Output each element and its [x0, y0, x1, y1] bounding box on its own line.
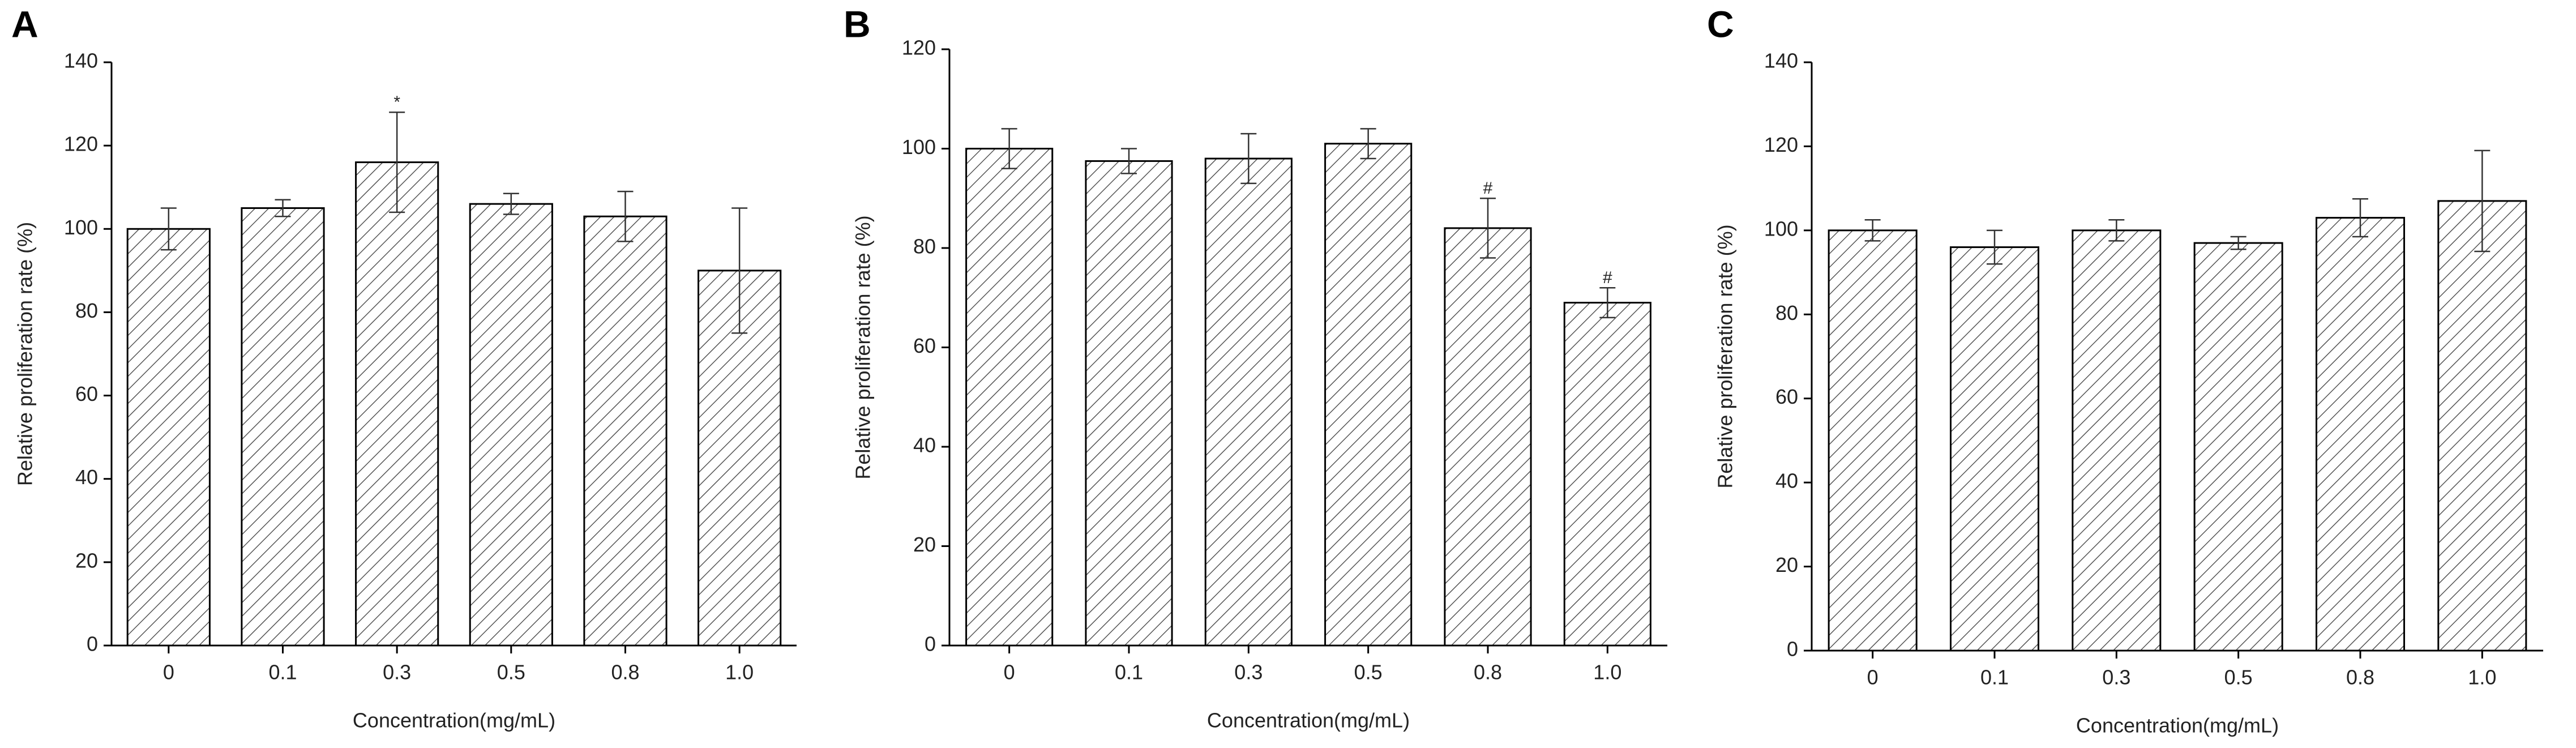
- x-tick-label: 0.5: [2224, 666, 2253, 689]
- error-bar: [389, 112, 405, 213]
- y-tick-label: 100: [64, 216, 98, 239]
- x-tick-label: 0.5: [1354, 661, 1383, 684]
- x-tick-label: 0.8: [2346, 666, 2374, 689]
- y-tick-label: 140: [64, 49, 98, 72]
- error-bar: [1864, 219, 1881, 242]
- y-tick-label: 80: [1775, 301, 1798, 324]
- bar: [126, 228, 211, 647]
- error-bar: [731, 207, 748, 334]
- y-tick-label: 40: [1775, 469, 1798, 493]
- bar: [1204, 157, 1293, 647]
- bar: [1563, 302, 1651, 647]
- y-tick-label: 80: [75, 299, 98, 322]
- bar: [2072, 229, 2162, 652]
- x-axis-label: Concentration(mg/mL): [1207, 709, 1410, 732]
- x-tick-label: 1.0: [2468, 666, 2496, 689]
- x-axis-label: Concentration(mg/mL): [353, 709, 555, 732]
- x-tick-label: 0.1: [1115, 661, 1143, 684]
- bar: [1324, 143, 1413, 647]
- bar: [1828, 229, 1918, 652]
- y-tick-label: 80: [913, 235, 936, 258]
- error-bar: [1240, 132, 1257, 185]
- y-tick-label: 120: [902, 36, 936, 59]
- x-tick-label: 0: [163, 661, 174, 684]
- significance-marker: #: [1603, 268, 1612, 287]
- x-tick-label: 0.3: [1234, 661, 1263, 684]
- bar: [965, 148, 1054, 647]
- panel-label: C: [1707, 3, 1734, 45]
- error-bar: [1599, 287, 1616, 319]
- error-bar: [1360, 128, 1376, 160]
- y-tick-label: 140: [1764, 49, 1798, 72]
- error-bar: [2108, 219, 2125, 242]
- bar: [1949, 246, 2040, 652]
- y-axis-label: Relative proliferation rate (%): [1714, 224, 1737, 488]
- y-tick-label: 120: [1764, 133, 1798, 156]
- x-tick-label: 1.0: [725, 661, 754, 684]
- significance-marker: #: [1483, 179, 1493, 198]
- x-tick-label: 0.8: [1474, 661, 1502, 684]
- bar: [2193, 242, 2283, 652]
- y-tick-label: 20: [913, 533, 936, 556]
- x-tick-label: 0.3: [2102, 666, 2130, 689]
- x-tick-label: 0.5: [497, 661, 525, 684]
- error-bar: [1001, 128, 1017, 169]
- y-tick-label: 60: [1775, 385, 1798, 408]
- error-bar: [503, 193, 519, 215]
- panel-label: B: [844, 3, 871, 45]
- error-bar: [160, 207, 177, 251]
- bar: [2437, 200, 2527, 652]
- bar: [583, 215, 667, 647]
- y-tick-label: 40: [913, 434, 936, 457]
- error-bar: [275, 199, 291, 217]
- x-tick-label: 0: [1004, 661, 1015, 684]
- error-bar: [2230, 236, 2246, 250]
- error-bar: [617, 190, 634, 242]
- bar: [241, 207, 325, 647]
- bar: [355, 161, 439, 647]
- y-tick-label: 60: [75, 382, 98, 405]
- y-tick-label: 120: [64, 132, 98, 156]
- error-bar: [1121, 148, 1137, 174]
- y-tick-label: 100: [902, 135, 936, 159]
- bar: [469, 203, 553, 647]
- y-tick-label: 60: [913, 334, 936, 357]
- bar: [1444, 227, 1532, 647]
- error-bar: [1987, 229, 2002, 265]
- bar: [2315, 217, 2406, 652]
- x-tick-label: 0.8: [611, 661, 639, 684]
- significance-marker: *: [393, 93, 400, 112]
- panel-label: A: [11, 3, 38, 45]
- y-axis-label: Relative proliferation rate (%): [851, 215, 875, 479]
- x-tick-label: 0.3: [383, 661, 411, 684]
- y-tick-label: 0: [1787, 638, 1798, 661]
- x-axis-label: Concentration(mg/mL): [2076, 714, 2279, 737]
- y-tick-label: 0: [925, 632, 936, 656]
- x-tick-label: 0: [1867, 666, 1878, 689]
- error-bar: [2352, 198, 2368, 238]
- x-tick-label: 0.1: [1980, 666, 2009, 689]
- bar: [1085, 160, 1173, 647]
- error-bar: [1480, 198, 1496, 259]
- y-axis-label: Relative proliferation rate (%): [14, 222, 37, 486]
- y-tick-label: 0: [87, 632, 98, 656]
- y-tick-label: 100: [1764, 217, 1798, 240]
- x-tick-label: 0.1: [268, 661, 297, 684]
- x-tick-label: 1.0: [1593, 661, 1621, 684]
- error-bar: [2474, 149, 2491, 253]
- y-tick-label: 40: [75, 465, 98, 489]
- y-tick-label: 20: [75, 549, 98, 572]
- y-tick-label: 20: [1775, 553, 1798, 576]
